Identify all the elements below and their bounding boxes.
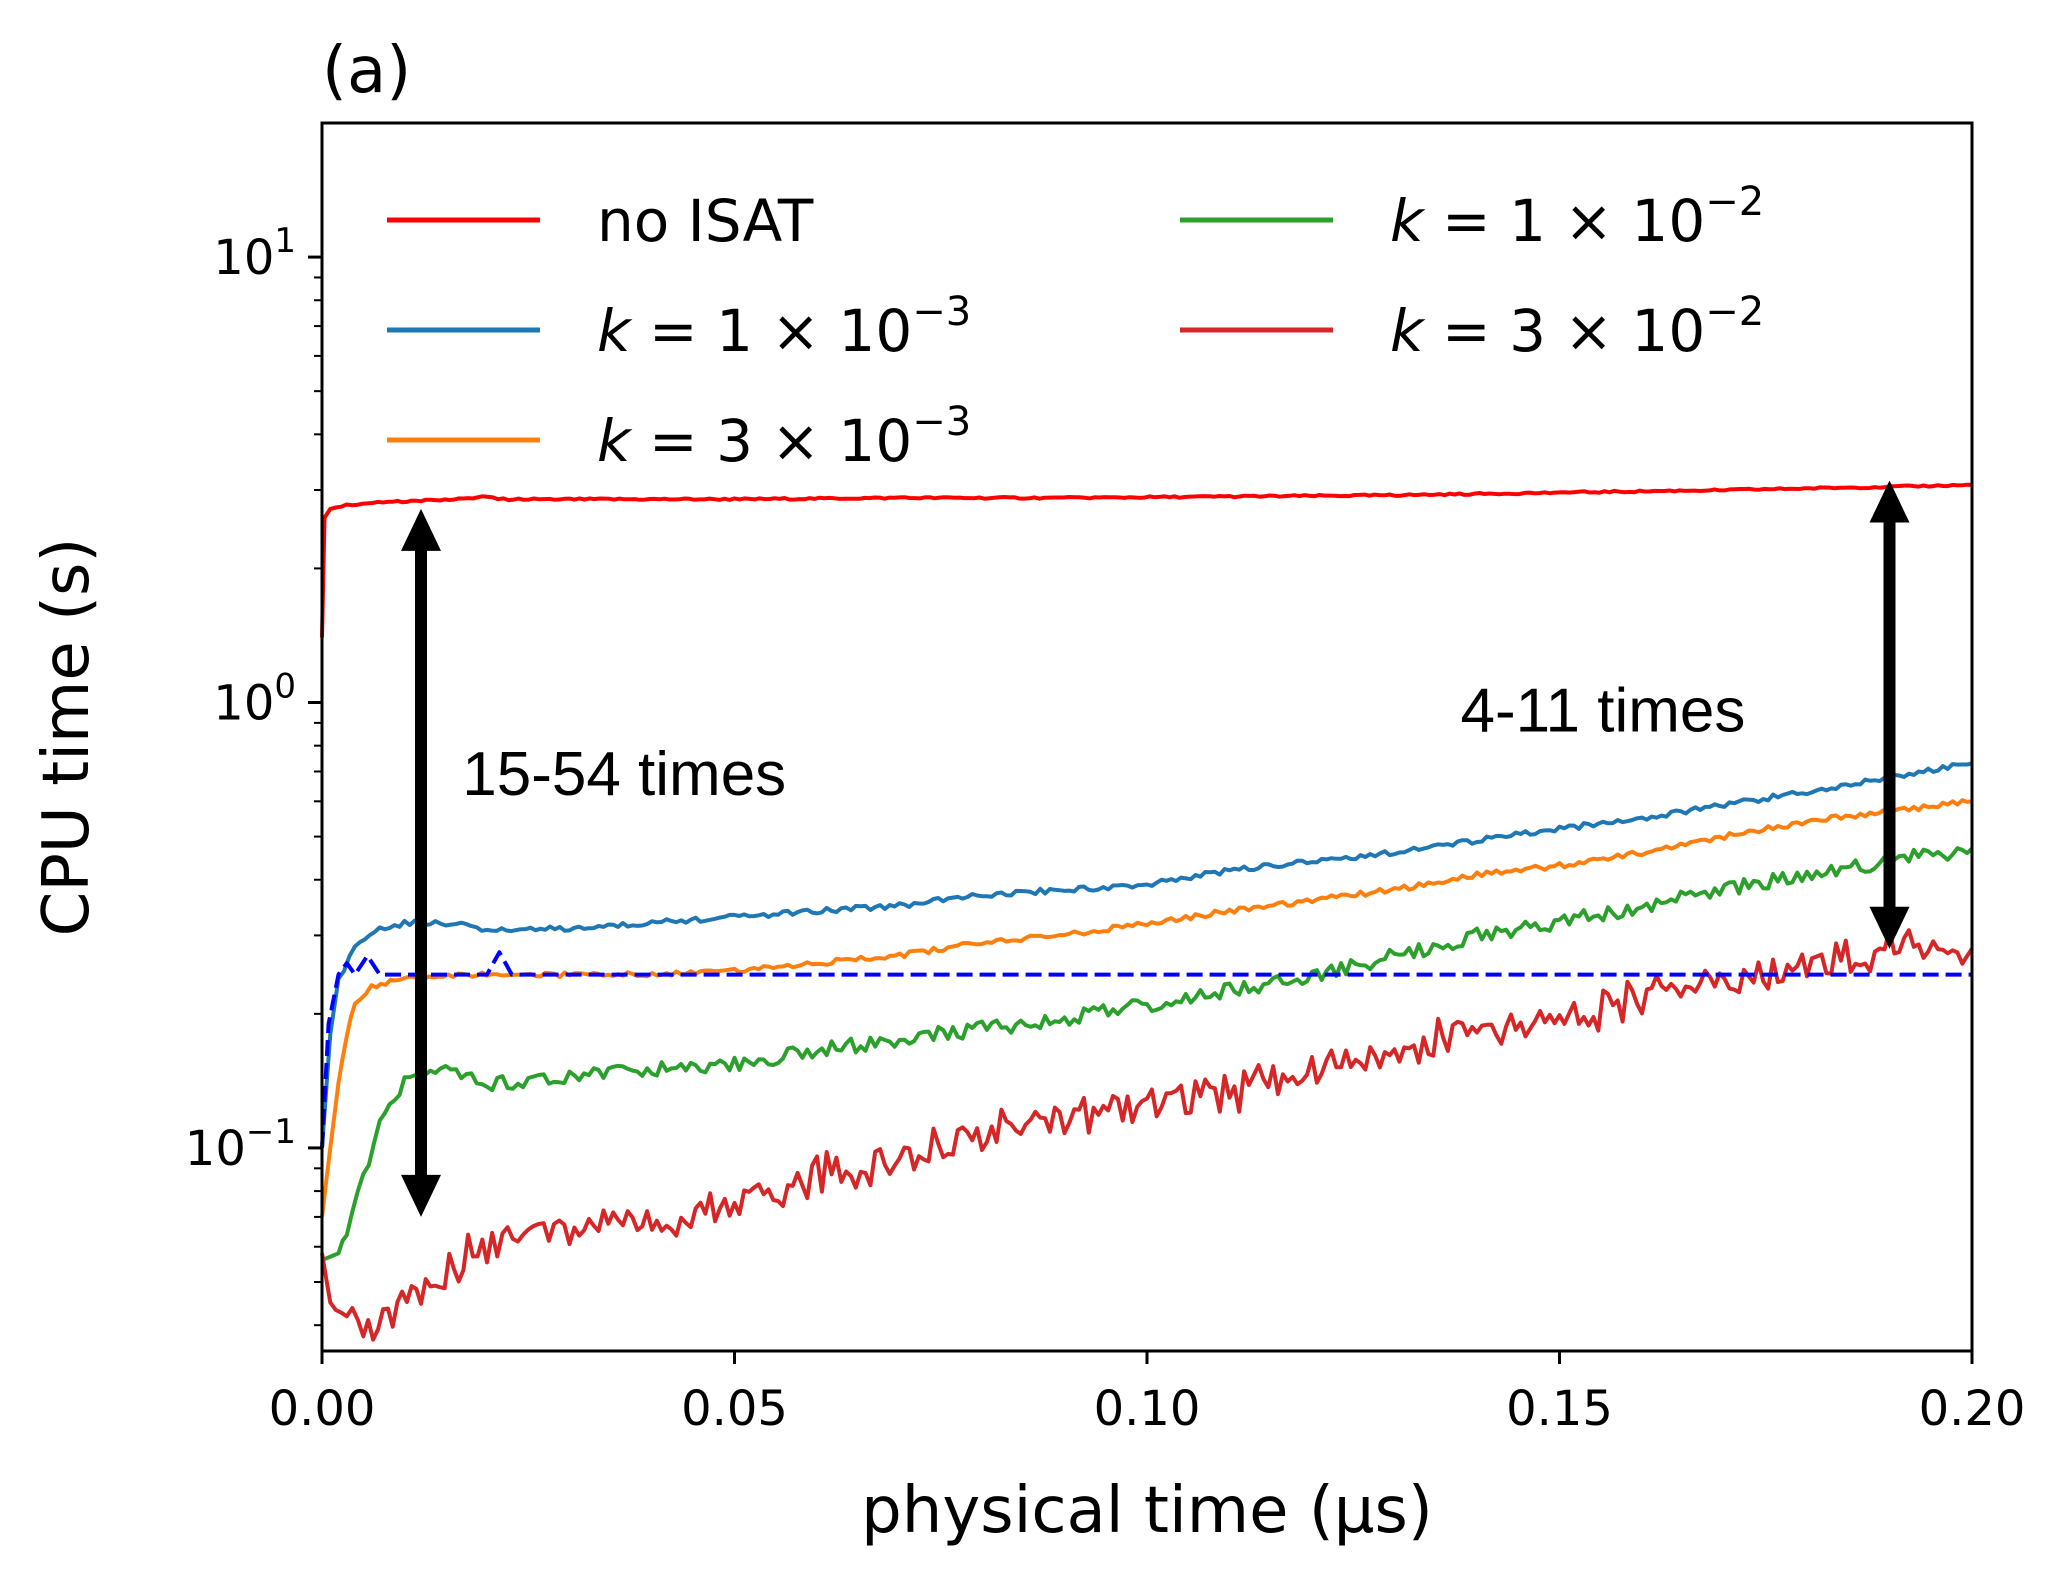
series-line xyxy=(320,798,1973,1218)
x-tick-label: 0.00 xyxy=(269,1381,376,1437)
plot-content xyxy=(320,482,1974,1342)
annotation-arrow-head-up xyxy=(401,508,441,551)
legend-label: k = 1 × 10−2 xyxy=(1390,179,1764,255)
series-line xyxy=(321,846,1974,1262)
annotation-arrow-head-down xyxy=(1869,906,1910,949)
y-tick-label: 100 xyxy=(213,667,296,732)
y-tick-label: 101 xyxy=(213,221,296,286)
x-tick-label: 0.20 xyxy=(1919,1381,2026,1437)
annotation-label: 15-54 times xyxy=(462,740,786,809)
panel-label: (a) xyxy=(322,34,411,108)
annotation-arrow-head-down xyxy=(401,1174,441,1217)
annotation-label: 4-11 times xyxy=(1461,677,1746,746)
x-tick-label: 0.15 xyxy=(1506,1381,1613,1437)
series-line xyxy=(320,950,1972,1149)
series-line xyxy=(320,482,1973,638)
x-axis-title: physical time (μs) xyxy=(861,1474,1433,1548)
y-axis: 10−1 100 101 xyxy=(185,221,322,1327)
series-line xyxy=(320,761,1973,1149)
y-axis-title: CPU time (s) xyxy=(30,538,104,937)
x-tick-label: 0.10 xyxy=(1094,1381,1201,1437)
legend-label: k = 3 × 10−2 xyxy=(1390,289,1764,365)
legend-label: k = 1 × 10−3 xyxy=(597,289,971,365)
legend: no ISAT k = 1 × 10−3 k = 3 × 10−3 k = 1 × 1… xyxy=(387,179,1764,475)
series-line xyxy=(320,927,1974,1342)
annotations: 15-54 times 4-11 times xyxy=(401,480,1910,1217)
x-axis: 0.00 0.05 0.10 0.15 0.20 xyxy=(269,1351,2026,1437)
legend-label: k = 3 × 10−3 xyxy=(597,399,971,475)
x-tick-label: 0.05 xyxy=(681,1381,788,1437)
legend-label: no ISAT xyxy=(597,187,814,255)
annotation-arrow-head-up xyxy=(1869,480,1910,523)
y-tick-label: 10−1 xyxy=(185,1112,296,1177)
